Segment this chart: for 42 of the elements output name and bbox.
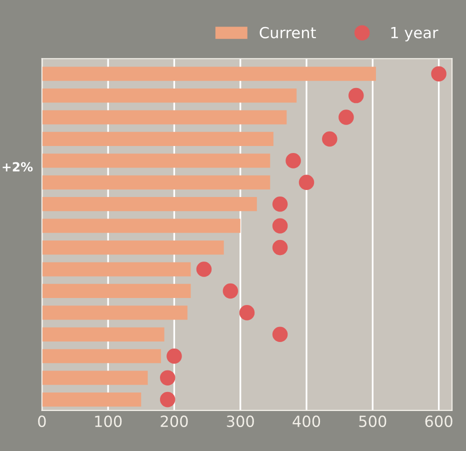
- x-tick-label: 400: [292, 416, 320, 428]
- point: [239, 305, 255, 320]
- x-tick-label: 100: [95, 416, 122, 428]
- bar: [42, 240, 224, 255]
- point: [160, 392, 176, 408]
- bar: [42, 66, 376, 81]
- bar: [42, 306, 188, 320]
- point: [348, 88, 364, 104]
- bar: [42, 197, 257, 212]
- bar: [42, 392, 142, 407]
- bar: [42, 284, 191, 298]
- point: [431, 66, 446, 82]
- point: [272, 240, 288, 256]
- bar: [42, 262, 191, 276]
- bar: [42, 218, 240, 233]
- point: [272, 218, 288, 234]
- bar: [42, 175, 270, 190]
- bar: [42, 349, 161, 364]
- point: [338, 110, 354, 125]
- point: [286, 153, 301, 168]
- point: [166, 348, 182, 364]
- x-tick-label: 500: [359, 416, 386, 428]
- point: [222, 283, 238, 299]
- point: [196, 262, 212, 277]
- bar: [42, 154, 270, 168]
- x-tick-label: 600: [425, 416, 452, 428]
- x-tick-label: 0: [38, 416, 46, 428]
- x-tick-label: 200: [160, 416, 188, 428]
- text: +2%: [2, 162, 33, 172]
- bar: [42, 327, 164, 342]
- point: [298, 174, 314, 190]
- point: [272, 196, 288, 212]
- legend-label: 1 year: [391, 27, 438, 42]
- point: [272, 326, 288, 342]
- bar: [42, 110, 287, 124]
- point: [160, 370, 176, 386]
- bar: [42, 370, 148, 385]
- bar: [42, 132, 274, 146]
- bar: [42, 88, 297, 103]
- legend-label: Current: [260, 26, 316, 38]
- x-tick-label: 300: [226, 416, 254, 428]
- point: [322, 131, 338, 147]
